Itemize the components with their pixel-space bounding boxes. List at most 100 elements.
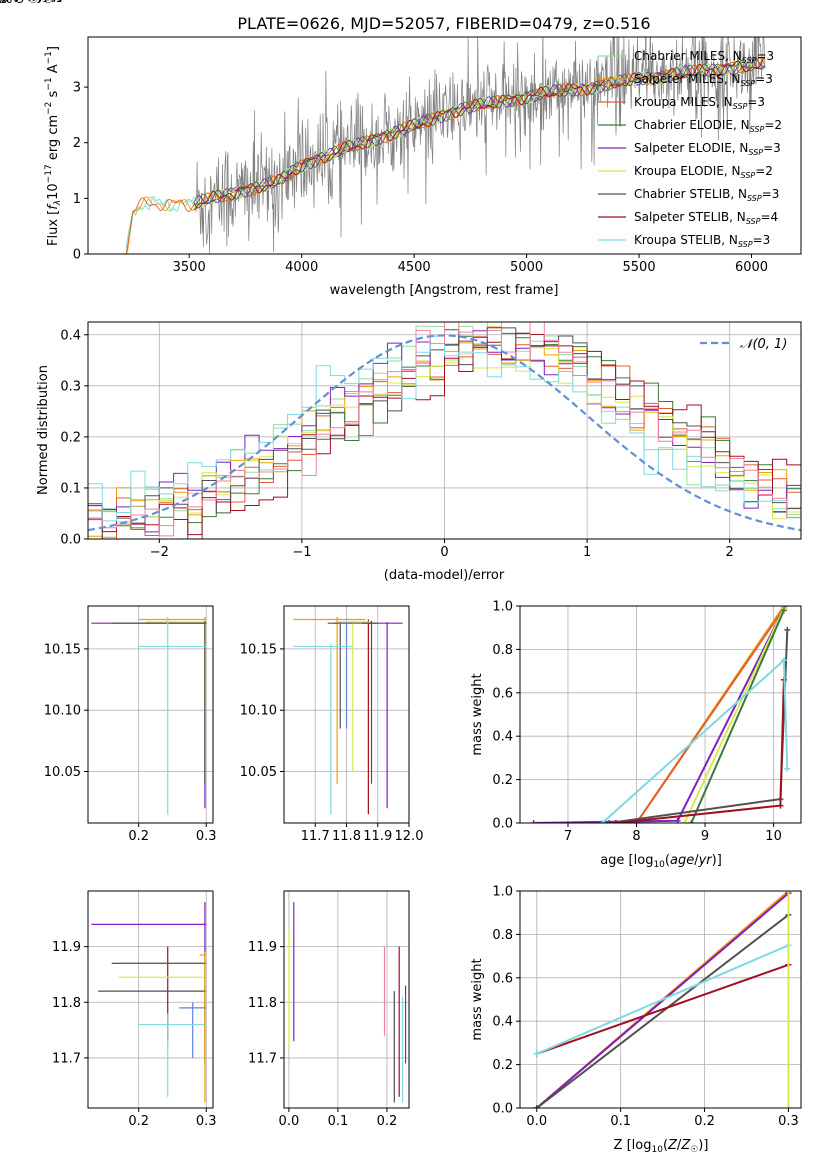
axes-frame xyxy=(87,890,214,1109)
y-axis-label: mass [log10(M/M☉)] xyxy=(0,0,62,6)
x-tick-label: 9 xyxy=(701,829,709,844)
y-tick-label: 10.05 xyxy=(240,765,277,780)
y-tick-label: 0.4 xyxy=(492,730,513,745)
legend-label: Kroupa ELODIE, NSSP=2 xyxy=(634,164,773,180)
x-axis-label: age [log10(age/yr)] xyxy=(600,853,722,870)
weight-line-krou_elodie xyxy=(683,607,785,823)
y-tick-label: 0.2 xyxy=(60,430,81,445)
y-tick-label: 11.9 xyxy=(248,940,277,955)
panel-weight_vs_age: 7 8 9 10 0.0 0.2 0.4 0.6 0.8 1.0 age [log10(age/yr… xyxy=(470,600,802,870)
x-tick-label: 5500 xyxy=(623,260,656,275)
y-tick-label: 0.3 xyxy=(60,379,81,394)
x-axis-label: mass [log10(M/M☉)] xyxy=(0,0,62,6)
panel-weight_vs_Z: 0.0 0.1 0.2 0.3 0.0 0.2 0.4 0.6 0.8 1.0 Z [log10(Z… xyxy=(470,885,802,1155)
y-axis-label: Normed distribution xyxy=(36,365,51,495)
plot-area xyxy=(533,891,792,1108)
y-tick-label: 11.7 xyxy=(248,1051,277,1066)
y-tick-label: 0.8 xyxy=(492,643,513,658)
legend-label: Chabrier MILES, NSSP=3 xyxy=(634,49,774,65)
y-axis-label: mass weight xyxy=(470,958,485,1040)
x-tick-label: −2 xyxy=(150,545,169,560)
y-tick-label: 10.10 xyxy=(240,704,277,719)
weight-line-salp_stelib xyxy=(536,963,789,1055)
gaussian-curve xyxy=(88,334,801,532)
y-tick-label: 0.0 xyxy=(492,817,513,832)
legend-label: Salpeter MILES, NSSP=3 xyxy=(634,72,773,88)
plot-area xyxy=(125,37,766,254)
weight-line-krou_miles xyxy=(635,607,785,823)
x-tick-label: 6000 xyxy=(735,260,768,275)
x-tick-label: 1 xyxy=(583,545,591,560)
y-axis-label: Flux [fλ10−17 erg cm−2 s−1 A−1] xyxy=(44,46,63,246)
residual-hist-krou_stelib xyxy=(88,335,801,522)
x-tick-label: 0.3 xyxy=(778,1114,799,1129)
x-tick-label: 12.0 xyxy=(395,829,424,844)
axes-frame xyxy=(519,890,802,1109)
residual-hist-extra_pink xyxy=(88,322,801,537)
model-spectrum-salp_elodie xyxy=(193,58,765,205)
y-tick-label: 11.7 xyxy=(52,1051,81,1066)
x-tick-label: 11.8 xyxy=(332,829,361,844)
legend-label: Chabrier ELODIE, NSSP=2 xyxy=(634,118,782,134)
x-tick-label: 7 xyxy=(564,829,572,844)
y-tick-label: 10.10 xyxy=(44,704,81,719)
plot-area xyxy=(88,322,801,539)
axes-frame xyxy=(519,605,802,824)
x-axis-label: Z [log10(Z/Z☉)] xyxy=(0,0,47,6)
plot-area xyxy=(288,902,407,1103)
x-tick-label: 0.2 xyxy=(694,1114,715,1129)
x-tick-label: 0.1 xyxy=(328,1114,349,1129)
x-axis-label: Z [log10(Z/Z☉)] xyxy=(614,1138,709,1155)
x-tick-label: 4500 xyxy=(398,260,431,275)
legend-label: Chabrier STELIB, NSSP=3 xyxy=(634,187,779,203)
legend-label: Salpeter ELODIE, NSSP=3 xyxy=(634,141,781,157)
x-axis-label: (data-model)/error xyxy=(384,568,505,583)
y-tick-label: 0.2 xyxy=(492,773,513,788)
plot-area xyxy=(91,617,207,815)
y-tick-label: 0.8 xyxy=(492,928,513,943)
x-tick-label: 4000 xyxy=(285,260,318,275)
panel-residuals: −2 −1 0 1 2 0.0 0.1 0.2 0.3 0.4 𝒩(0, 1) (data-model… xyxy=(36,321,802,583)
x-tick-label: 0.2 xyxy=(128,829,149,844)
y-tick-label: 0.1 xyxy=(60,481,81,496)
x-tick-label: 5000 xyxy=(510,260,543,275)
plot-area xyxy=(91,902,207,1103)
x-tick-label: 0.1 xyxy=(610,1114,631,1129)
y-tick-label: 3 xyxy=(73,81,81,96)
y-tick-label: 11.8 xyxy=(52,996,81,1011)
residual-hist-salp_stelib xyxy=(88,332,801,536)
x-tick-label: 0.0 xyxy=(526,1114,547,1129)
legend-label: 𝒩(0, 1) xyxy=(740,337,787,352)
panel-mass_vs_EBV: 0.00.10.211.711.811.9E(B-V) xyxy=(0,0,410,1129)
figure-title: PLATE=0626, MJD=52057, FIBERID=0479, z=0… xyxy=(237,14,650,33)
y-tick-label: 11.9 xyxy=(52,940,81,955)
weight-line-krou_stelib xyxy=(536,944,789,1055)
plot-area xyxy=(293,617,403,815)
y-tick-label: 1 xyxy=(73,192,81,207)
x-tick-label: 0.2 xyxy=(377,1114,398,1129)
x-axis-label: E(B-V) xyxy=(0,0,20,4)
legend-label: Kroupa STELIB, NSSP=3 xyxy=(634,233,770,249)
axes-frame xyxy=(87,605,214,824)
y-tick-label: 0.2 xyxy=(492,1058,513,1073)
x-tick-label: 0.0 xyxy=(279,1114,300,1129)
x-tick-label: 2 xyxy=(726,545,734,560)
x-tick-label: 10 xyxy=(765,829,782,844)
axes-frame xyxy=(87,36,802,255)
panel-spectrum: 3500 4000 4500 5000 5500 6000 0 1 2 3 wavelength [… xyxy=(44,36,802,298)
x-tick-label: 8 xyxy=(632,829,640,844)
panel-mass_vs_Z: 0.2 0.3 11.7 11.8 11.9 Z [log10(Z/Z☉)]mass [l… xyxy=(0,0,217,1129)
y-axis-label: mass weight xyxy=(470,673,485,755)
y-tick-label: 0.4 xyxy=(492,1015,513,1030)
y-tick-label: 10.15 xyxy=(44,642,81,657)
y-tick-label: 2 xyxy=(73,136,81,151)
x-tick-label: 11.9 xyxy=(363,829,392,844)
model-spectrum-salp_stelib xyxy=(193,57,765,211)
x-axis-label: wavelength [Angstrom, rest frame] xyxy=(330,283,559,298)
y-tick-label: 1.0 xyxy=(492,885,513,900)
y-axis-label: age [log10(age/yr)] xyxy=(0,0,61,6)
x-axis-label: Z [log10(Z/Z☉)] xyxy=(0,0,47,6)
